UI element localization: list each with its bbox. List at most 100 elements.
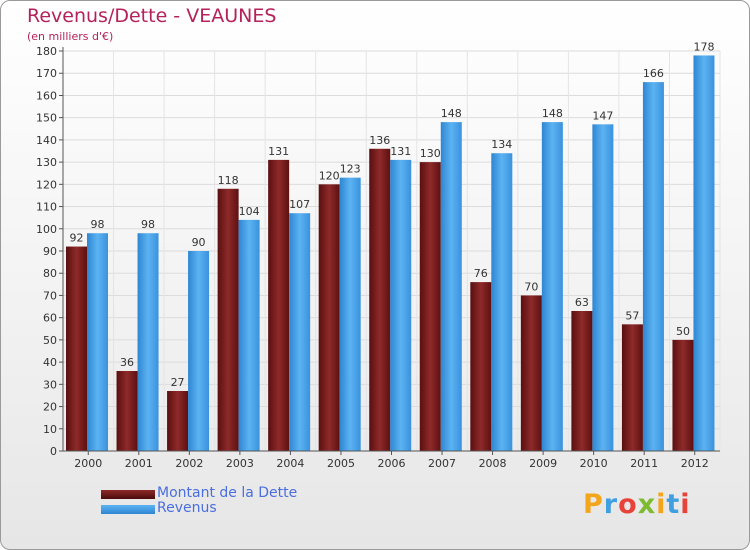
x-tick-label: 2000 [74, 457, 102, 470]
logo-letter: r [603, 489, 619, 520]
value-label-dette-2009: 70 [524, 280, 538, 293]
value-label-dette-2006: 136 [369, 134, 390, 147]
x-tick-label: 2002 [175, 457, 203, 470]
value-label-dette-2012: 50 [676, 325, 690, 338]
bar-revenus-2004 [289, 213, 311, 451]
value-label-revenus-2001: 98 [141, 218, 155, 231]
x-tick-label: 2005 [327, 457, 355, 470]
y-tick-label: 20 [43, 401, 57, 414]
bar-revenus-2012 [693, 55, 715, 451]
y-tick-label: 120 [36, 178, 57, 191]
value-label-revenus-2009: 148 [542, 107, 563, 120]
value-label-dette-2000: 92 [70, 232, 84, 245]
bar-dette-2011 [621, 324, 643, 451]
bar-revenus-2009 [541, 122, 563, 451]
y-tick-label: 50 [43, 334, 57, 347]
y-tick-label: 140 [36, 134, 57, 147]
logo-letter: t [666, 489, 681, 520]
value-label-dette-2008: 76 [474, 267, 488, 280]
value-label-revenus-2003: 104 [239, 205, 260, 218]
bar-revenus-2008 [491, 153, 513, 451]
y-tick-label: 70 [43, 289, 57, 302]
value-label-revenus-2011: 166 [643, 67, 664, 80]
value-label-revenus-2005: 123 [340, 163, 361, 176]
bar-dette-2001 [116, 371, 138, 451]
value-label-dette-2007: 130 [420, 147, 441, 160]
x-tick-label: 2004 [276, 457, 304, 470]
y-tick-label: 60 [43, 312, 57, 325]
y-tick-label: 160 [36, 89, 57, 102]
x-tick-label: 2007 [428, 457, 456, 470]
y-tick-label: 30 [43, 378, 57, 391]
bar-dette-2003 [217, 188, 239, 451]
legend-label-dette: Montant de la Dette [157, 485, 298, 501]
y-tick-label: 180 [36, 45, 57, 58]
bar-dette-2005 [318, 184, 340, 452]
value-label-revenus-2007: 148 [441, 107, 462, 120]
bar-revenus-2005 [339, 177, 361, 451]
axes: 0 10 20 30 40 50 60 70 80 90 100 110 120 130 140 150 160… [36, 45, 720, 470]
bar-dette-2007 [419, 162, 441, 451]
y-tick-label: 170 [36, 67, 57, 80]
value-label-dette-2004: 131 [268, 145, 289, 158]
legend-label-revenus: Revenus [157, 500, 217, 516]
value-label-revenus-2010: 147 [592, 109, 613, 122]
value-label-revenus-2004: 107 [289, 198, 310, 211]
proxiti-logo: Proxiti [583, 489, 691, 520]
bar-dette-2004 [268, 159, 290, 451]
value-label-revenus-2006: 131 [390, 145, 411, 158]
value-label-revenus-2002: 90 [192, 236, 206, 249]
value-label-dette-2003: 118 [218, 174, 239, 187]
y-tick-label: 90 [43, 245, 57, 258]
bars [66, 55, 715, 452]
bar-dette-2010 [571, 311, 593, 451]
value-label-dette-2005: 120 [319, 169, 340, 182]
legend-swatch-dette [101, 490, 155, 499]
value-label-dette-2002: 27 [171, 376, 185, 389]
x-tick-label: 2001 [125, 457, 153, 470]
y-tick-label: 100 [36, 223, 57, 236]
value-label-revenus-2008: 134 [491, 138, 512, 151]
value-label-dette-2010: 63 [575, 296, 589, 309]
x-tick-label: 2006 [378, 457, 406, 470]
bar-revenus-2000 [87, 233, 108, 451]
value-label-dette-2001: 36 [120, 356, 134, 369]
y-tick-label: 80 [43, 267, 57, 280]
x-tick-label: 2011 [630, 457, 658, 470]
bar-revenus-2010 [592, 124, 614, 451]
bar-revenus-2011 [642, 82, 664, 451]
y-tick-label: 40 [43, 356, 57, 369]
chart-title: Revenus/Dette - VEAUNES [27, 5, 277, 27]
logo-letter: i [680, 489, 691, 520]
y-tick-label: 150 [36, 112, 57, 125]
bar-revenus-2007 [440, 122, 462, 451]
y-tick-label: 130 [36, 156, 57, 169]
y-tick-label: 0 [50, 445, 57, 458]
x-tick-label: 2012 [681, 457, 709, 470]
bar-revenus-2003 [238, 219, 260, 451]
bar-dette-2000 [66, 246, 87, 451]
bar-dette-2002 [167, 391, 189, 451]
bar-dette-2006 [369, 148, 391, 451]
value-label-dette-2011: 57 [625, 309, 639, 322]
logo-letter: P [583, 489, 604, 520]
bar-revenus-2001 [137, 233, 159, 451]
y-tick-label: 10 [43, 423, 57, 436]
y-tick-label: 110 [36, 201, 57, 214]
x-tick-label: 2008 [479, 457, 507, 470]
x-tick-label: 2009 [529, 457, 557, 470]
bar-revenus-2002 [188, 251, 210, 451]
logo-letter: x [637, 489, 657, 520]
x-tick-label: 2010 [580, 457, 608, 470]
chart-subtitle: (en milliers d'€) [27, 30, 114, 43]
logo-letter: i [656, 489, 667, 520]
bar-revenus-2006 [390, 159, 412, 451]
value-label-revenus-2000: 98 [91, 218, 105, 231]
x-tick-label: 2003 [226, 457, 254, 470]
bar-dette-2009 [520, 295, 542, 451]
legend-swatch-revenus [101, 505, 155, 514]
bar-dette-2012 [672, 339, 694, 451]
